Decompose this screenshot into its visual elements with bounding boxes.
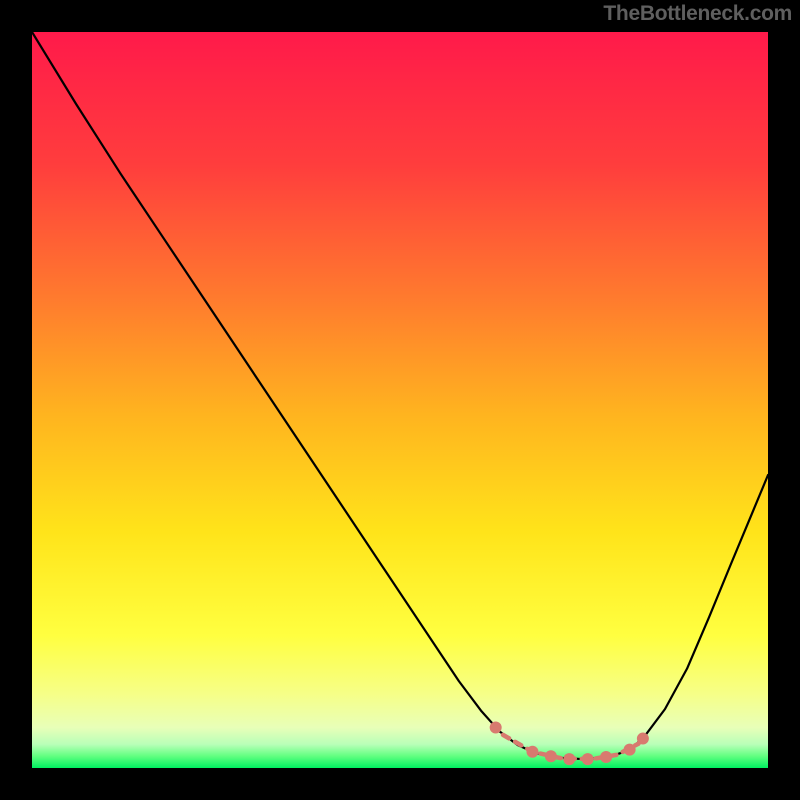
chart-svg (32, 32, 768, 768)
plot-area (32, 32, 768, 768)
watermark-text: TheBottleneck.com (603, 2, 792, 26)
chart-container: TheBottleneck.com (0, 0, 800, 800)
